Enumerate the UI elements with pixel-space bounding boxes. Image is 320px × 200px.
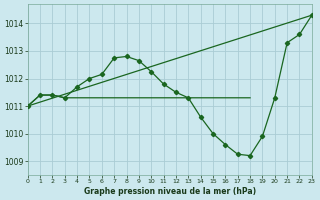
X-axis label: Graphe pression niveau de la mer (hPa): Graphe pression niveau de la mer (hPa) xyxy=(84,187,256,196)
